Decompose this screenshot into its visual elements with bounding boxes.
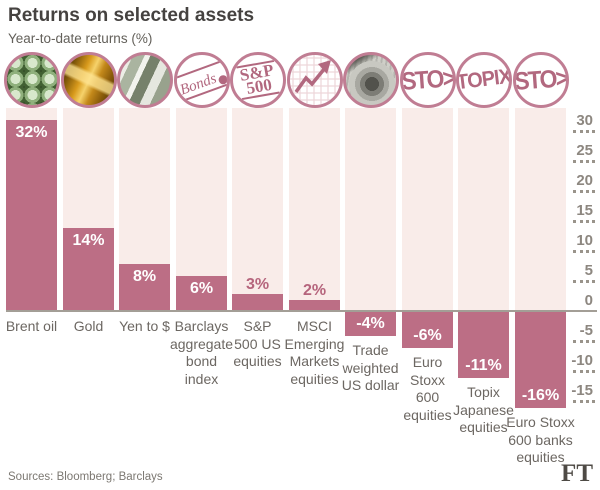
bar-value-label: 14%: [72, 232, 105, 249]
bar-category-label: Topix Japanese equities: [453, 384, 514, 435]
column-background: [458, 108, 509, 312]
oil-barrels-icon: [3, 52, 60, 108]
bar-category-label: Euro Stoxx 600 banks equities: [506, 414, 575, 465]
bar-category-label: Gold: [73, 318, 104, 334]
rising-chart-glyph: [289, 55, 340, 105]
y-axis-tick-label: 0: [584, 292, 593, 309]
chart-title: Returns on selected assets: [8, 5, 255, 26]
bar-category-label: Yen to $: [119, 318, 170, 334]
y-axis-tick-label: 5: [584, 262, 593, 279]
y-axis-tick-mark: [573, 370, 595, 373]
bar-value-label: 32%: [15, 124, 48, 141]
column-background: [345, 108, 396, 312]
topix-logo-icon: TOPIX: [455, 52, 512, 108]
stoxx-text: STO>: [400, 63, 455, 96]
bar-segment: [63, 228, 114, 312]
bar-segment: [345, 312, 396, 336]
bar-category-label: S&P 500 US equities: [233, 318, 282, 369]
y-axis-tick-mark: [573, 400, 595, 403]
y-axis-tick-mark: [573, 130, 595, 133]
bonds-certificate-glyph: Bonds: [176, 58, 227, 104]
bar-segment: [6, 120, 57, 312]
y-axis-tick-label: 20: [576, 172, 593, 189]
chart-subtitle: Year-to-date returns (%): [8, 31, 153, 46]
bar-category-label: Trade weighted US dollar: [341, 342, 400, 393]
column-background: [515, 108, 566, 312]
stoxx-logo-icon: STO>: [512, 52, 569, 108]
bar-value-label: -6%: [413, 327, 442, 344]
y-axis-tick-label: -10: [571, 352, 593, 369]
bar-segment: [119, 264, 170, 312]
rising-chart-icon: [286, 52, 343, 108]
bar-category-label: MSCI Emerging Markets equities: [284, 318, 345, 387]
bar-category-label: Euro Stoxx 600 equities: [403, 354, 452, 423]
bar-value-label: 3%: [245, 276, 270, 293]
x-axis-baseline: [6, 310, 597, 312]
stoxx-text: STO>: [513, 63, 568, 96]
bar-value-label: -4%: [356, 315, 385, 332]
y-axis-tick-label: -15: [571, 382, 593, 399]
y-axis-tick-mark: [573, 190, 595, 193]
y-axis-tick-mark: [573, 250, 595, 253]
bar-category-label: Brent oil: [5, 318, 58, 334]
y-axis-tick-mark: [573, 220, 595, 223]
bar-value-label: -11%: [465, 357, 502, 374]
y-axis-tick-label: 30: [576, 112, 593, 129]
bar-category-label: Barclays aggregate bond index: [169, 318, 234, 387]
stoxx-logo-icon: STO>: [399, 52, 456, 108]
bar-value-label: 2%: [302, 282, 327, 299]
bar-segment: [402, 312, 453, 348]
banknotes-icon: [116, 52, 173, 108]
ft-logo: FT: [561, 460, 593, 487]
column-background: [232, 108, 283, 312]
column-background: [402, 108, 453, 312]
bar-segment: [176, 276, 227, 312]
dollar-bill-icon: [342, 52, 399, 108]
y-axis-tick-label: 10: [576, 232, 593, 249]
bar-value-label: 8%: [132, 268, 157, 285]
column-background: [289, 108, 340, 312]
bar-value-label: 6%: [189, 280, 214, 297]
bar-segment: [289, 300, 340, 312]
y-axis-tick-label: -5: [579, 322, 593, 339]
sp-500-text: S&P 500: [235, 59, 280, 101]
bar-segment: [232, 294, 283, 312]
y-axis-tick-label: 25: [576, 142, 593, 159]
topix-text: TOPIX: [455, 64, 512, 95]
gold-bars-icon: [60, 52, 117, 108]
y-axis-tick-label: 15: [576, 202, 593, 219]
y-axis-tick-mark: [573, 280, 595, 283]
y-axis-tick-mark: [573, 160, 595, 163]
bar-value-label: -16%: [521, 387, 560, 404]
bonds-certificate-icon: Bonds: [173, 52, 230, 108]
source-note: Sources: Bloomberg; Barclays: [8, 471, 163, 483]
sp-500-badge-icon: S&P 500: [229, 52, 286, 108]
bar-segment: [515, 312, 566, 408]
y-axis-tick-mark: [573, 340, 595, 343]
bar-segment: [458, 312, 509, 378]
